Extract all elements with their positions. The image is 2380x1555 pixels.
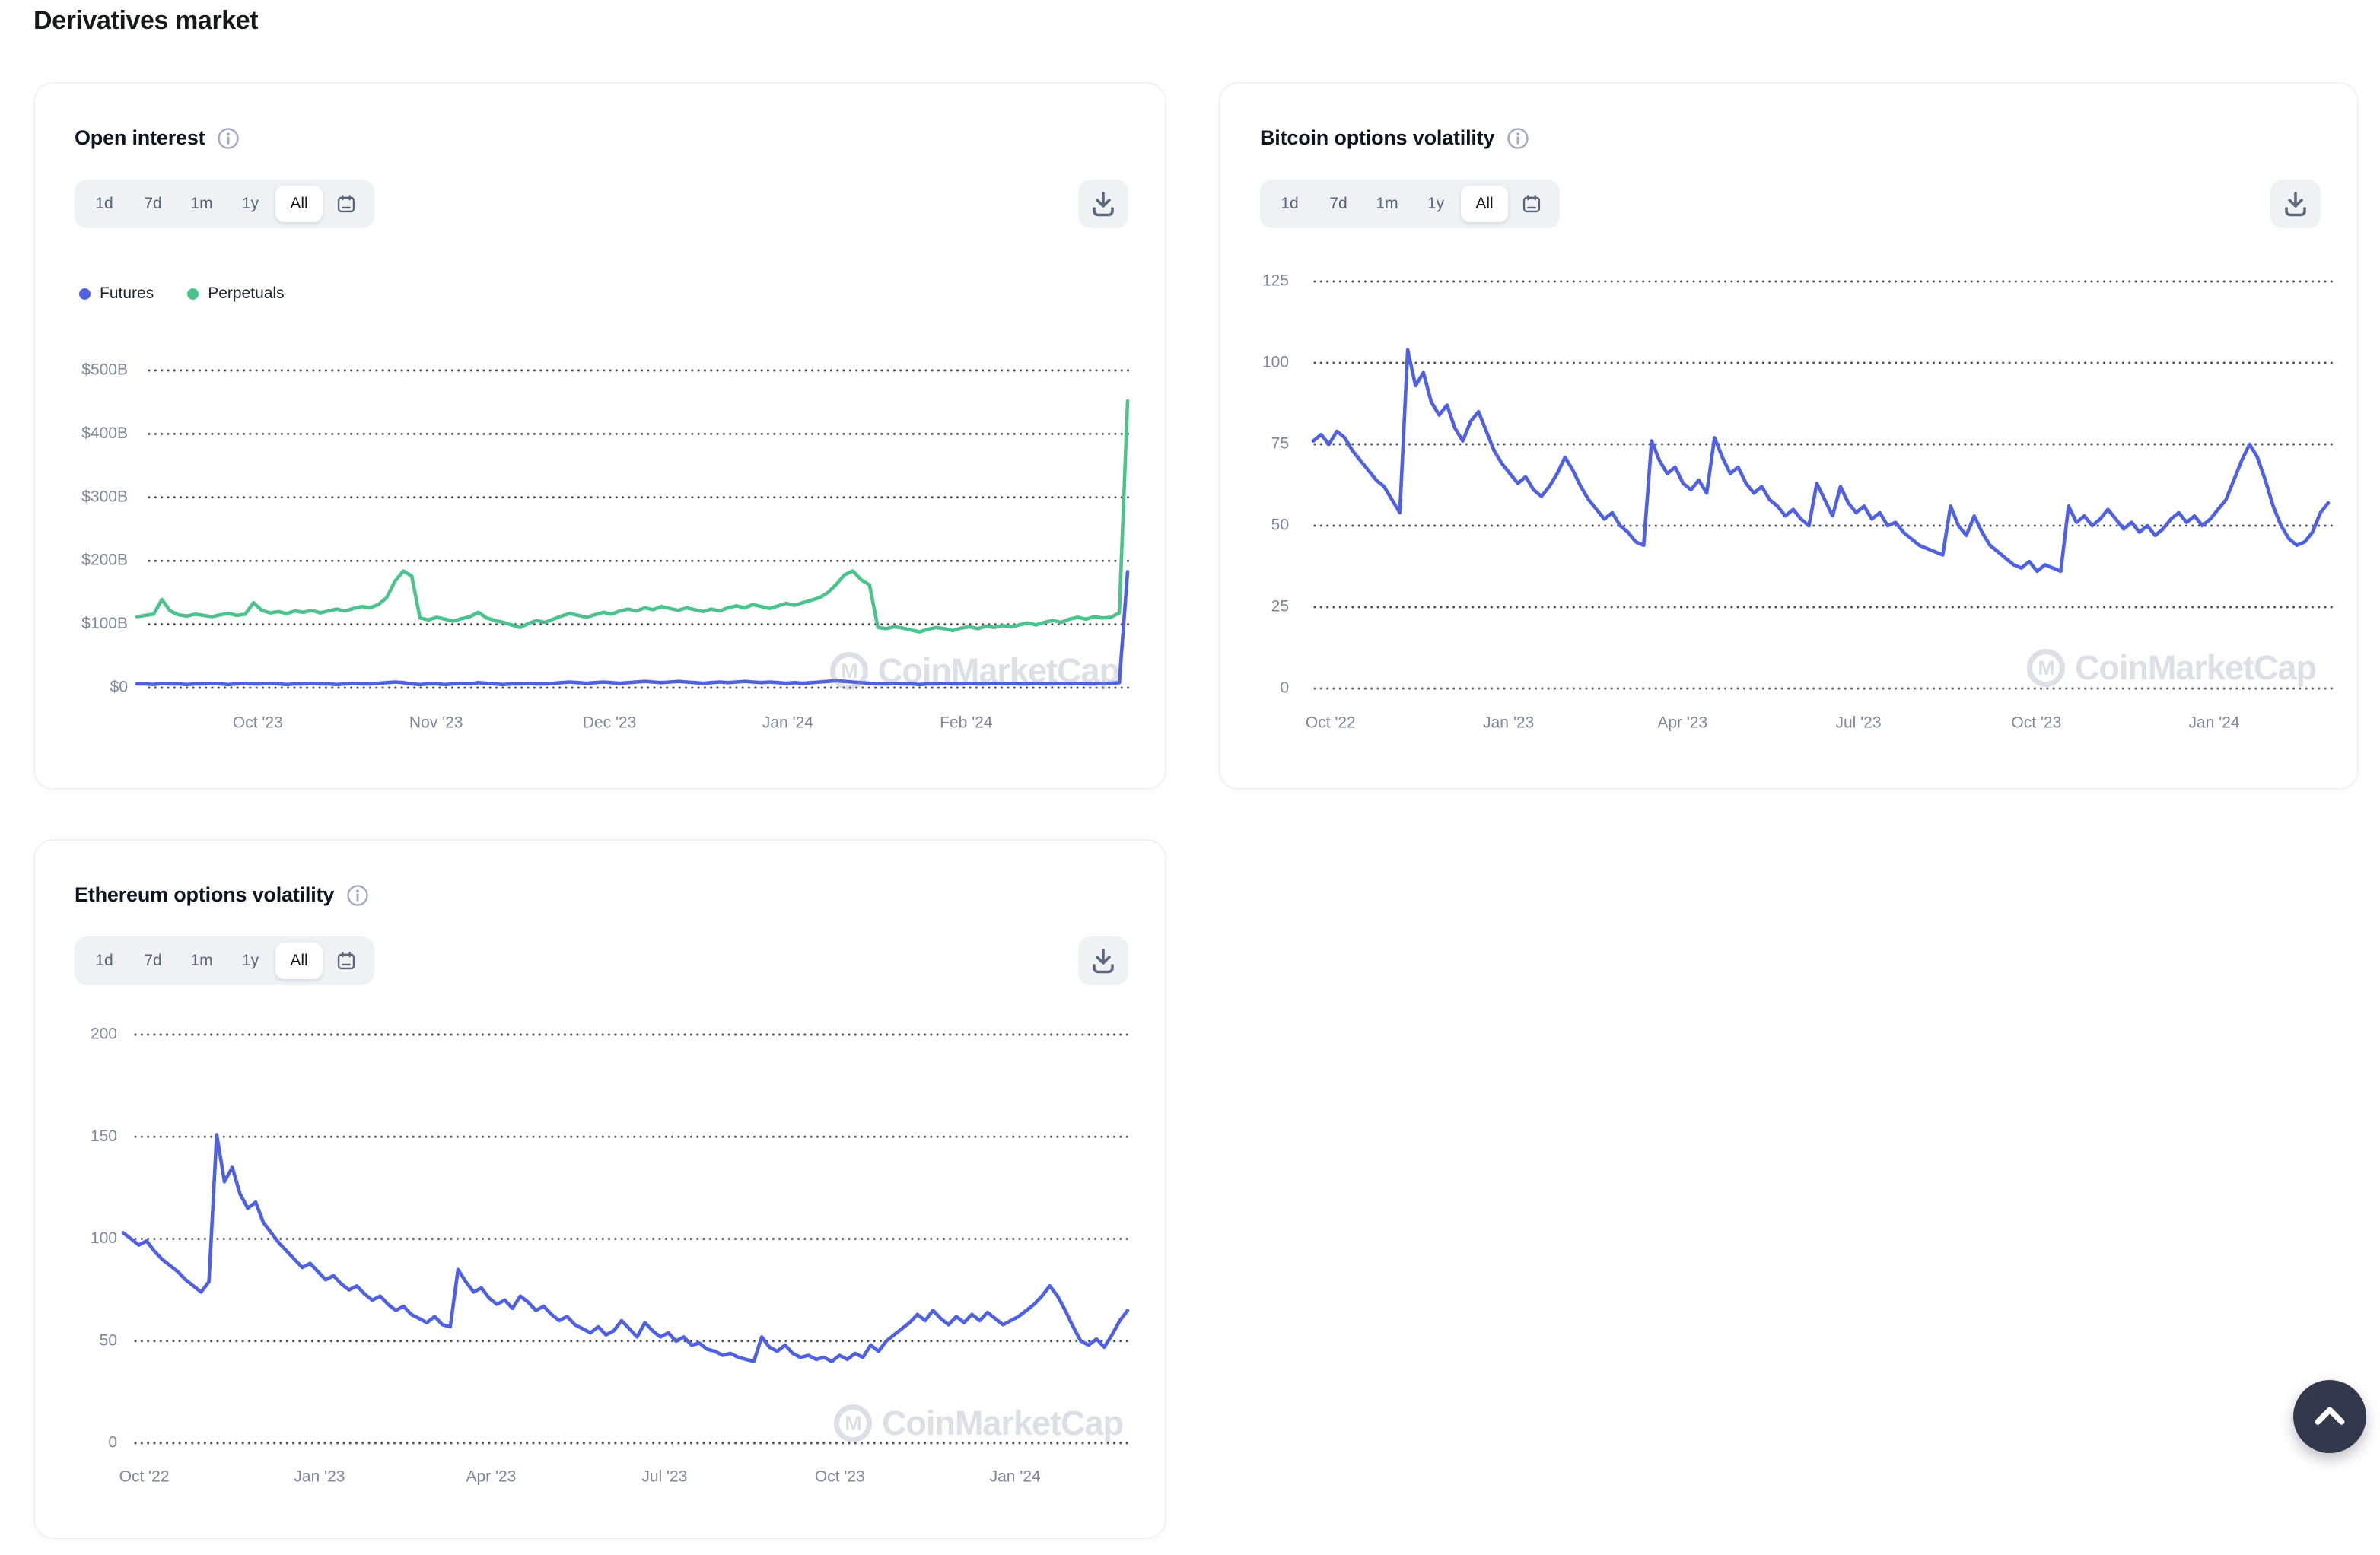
x-axis-tick-label: Oct '22 <box>119 1468 170 1486</box>
range-button-1y[interactable]: 1y <box>227 943 274 979</box>
series-line-btc-options-volatility <box>1311 348 2331 574</box>
range-button-1y[interactable]: 1y <box>1412 186 1459 222</box>
y-axis-tick-label: $400B <box>81 425 128 442</box>
y-axis-tick-label: $300B <box>81 488 128 505</box>
y-axis-tick-label: 50 <box>100 1331 117 1349</box>
time-range-picker: 1d 7d 1m 1y All <box>75 180 374 228</box>
y-axis-tick-label: 125 <box>1262 272 1289 290</box>
y-axis-tick-label: 200 <box>91 1026 117 1043</box>
range-button-1d[interactable]: 1d <box>1266 186 1313 222</box>
x-axis-tick-label: Jan '23 <box>1483 714 1534 732</box>
calendar-button[interactable] <box>1510 186 1554 222</box>
legend-item-perpetuals[interactable]: Perpetuals <box>187 285 285 303</box>
calendar-icon <box>337 952 355 970</box>
x-axis-tick-label: Jan '24 <box>2189 714 2240 732</box>
ethereum-options-volatility-card: Ethereum options volatility 1d 7d 1m 1y All … <box>33 839 1166 1539</box>
x-axis-tick-label: Oct '23 <box>815 1468 865 1486</box>
series-line-futures <box>135 570 1130 687</box>
chart-title: Ethereum options volatility <box>75 883 335 906</box>
y-axis-tick-label: $200B <box>81 552 128 569</box>
x-axis-tick-label: Oct '23 <box>2011 714 2061 732</box>
scroll-to-top-button[interactable] <box>2293 1380 2366 1453</box>
legend-dot-perpetuals <box>187 288 199 300</box>
x-axis-tick-label: Oct '22 <box>1306 714 1356 732</box>
range-button-1m[interactable]: 1m <box>178 186 225 222</box>
y-axis-tick-label: 100 <box>1262 354 1289 371</box>
chart-title: Bitcoin options volatility <box>1260 126 1495 149</box>
y-axis-tick-label: 0 <box>1280 679 1289 697</box>
x-axis-tick-label: Jul '23 <box>1835 714 1881 732</box>
time-range-picker: 1d 7d 1m 1y All <box>1260 180 1560 228</box>
x-axis-tick-label: Feb '24 <box>940 714 993 732</box>
range-button-1m[interactable]: 1m <box>178 943 225 979</box>
chevron-up-icon <box>2315 1407 2345 1425</box>
y-axis-tick-label: 75 <box>1271 435 1289 453</box>
calendar-button[interactable] <box>324 186 368 222</box>
info-icon[interactable] <box>217 127 240 150</box>
range-button-all[interactable]: All <box>275 186 323 222</box>
range-button-all[interactable]: All <box>275 943 323 979</box>
y-axis-tick-label: $100B <box>81 615 128 632</box>
calendar-icon <box>1522 195 1541 213</box>
legend: Futures Perpetuals <box>79 285 285 303</box>
series-line-perpetuals <box>135 399 1130 634</box>
info-icon[interactable] <box>346 884 369 907</box>
legend-dot-futures <box>79 288 91 300</box>
x-axis-tick-label: Apr '23 <box>466 1468 516 1486</box>
range-button-1d[interactable]: 1d <box>81 943 128 979</box>
download-button[interactable] <box>1078 180 1128 228</box>
range-button-7d[interactable]: 7d <box>1315 186 1362 222</box>
download-icon <box>1093 949 1114 974</box>
y-axis-tick-label: 50 <box>1271 517 1289 534</box>
y-axis-tick-label: 150 <box>91 1127 117 1145</box>
info-icon[interactable] <box>1507 127 1529 150</box>
x-axis-tick-label: Nov '23 <box>409 714 463 732</box>
download-button[interactable] <box>2270 180 2321 228</box>
range-button-1y[interactable]: 1y <box>227 186 274 222</box>
x-axis-tick-label: Apr '23 <box>1657 714 1707 732</box>
x-axis-tick-label: Jan '23 <box>294 1468 345 1486</box>
x-axis-tick-label: Jan '24 <box>990 1468 1041 1486</box>
legend-label: Perpetuals <box>208 285 285 302</box>
y-axis-tick-label: 100 <box>91 1229 117 1247</box>
y-axis-tick-label: $0 <box>110 679 128 696</box>
bitcoin-options-volatility-card: Bitcoin options volatility 1d 7d 1m 1y All 1… <box>1219 82 2359 790</box>
legend-label: Futures <box>100 285 154 302</box>
x-axis-tick-label: Oct '23 <box>233 714 283 732</box>
open-interest-card: Open interest 1d 7d 1m 1y All Futures Perpetu… <box>33 82 1166 790</box>
range-button-1m[interactable]: 1m <box>1363 186 1411 222</box>
range-button-7d[interactable]: 7d <box>129 186 177 222</box>
download-icon <box>2285 192 2306 217</box>
range-button-7d[interactable]: 7d <box>129 943 177 979</box>
time-range-picker: 1d 7d 1m 1y All <box>75 936 374 985</box>
series-line-eth-options-volatility <box>121 1133 1130 1363</box>
range-button-all[interactable]: All <box>1461 186 1508 222</box>
bitcoin-options-volatility-chart: 125 100 75 50 25 0 Oct '22 Jan '23 Apr '23 Jul '2… <box>1262 272 2334 732</box>
page-title: Derivatives market <box>33 6 259 35</box>
y-axis-tick-label: 0 <box>108 1434 117 1452</box>
download-button[interactable] <box>1078 936 1128 985</box>
open-interest-chart: $500B $400B $300B $200B $100B $0 Oct '23 Nov '2… <box>81 361 1134 732</box>
x-axis-tick-label: Dec '23 <box>583 714 637 732</box>
calendar-icon <box>337 195 355 213</box>
x-axis-tick-label: Jan '24 <box>762 714 813 732</box>
x-axis-tick-label: Jul '23 <box>641 1468 687 1486</box>
legend-item-futures[interactable]: Futures <box>79 285 154 303</box>
y-axis-tick-label: 25 <box>1271 598 1289 615</box>
y-axis-tick-label: $500B <box>81 361 128 379</box>
download-icon <box>1093 192 1114 217</box>
chart-title: Open interest <box>75 126 205 149</box>
range-button-1d[interactable]: 1d <box>81 186 128 222</box>
calendar-button[interactable] <box>324 943 368 979</box>
